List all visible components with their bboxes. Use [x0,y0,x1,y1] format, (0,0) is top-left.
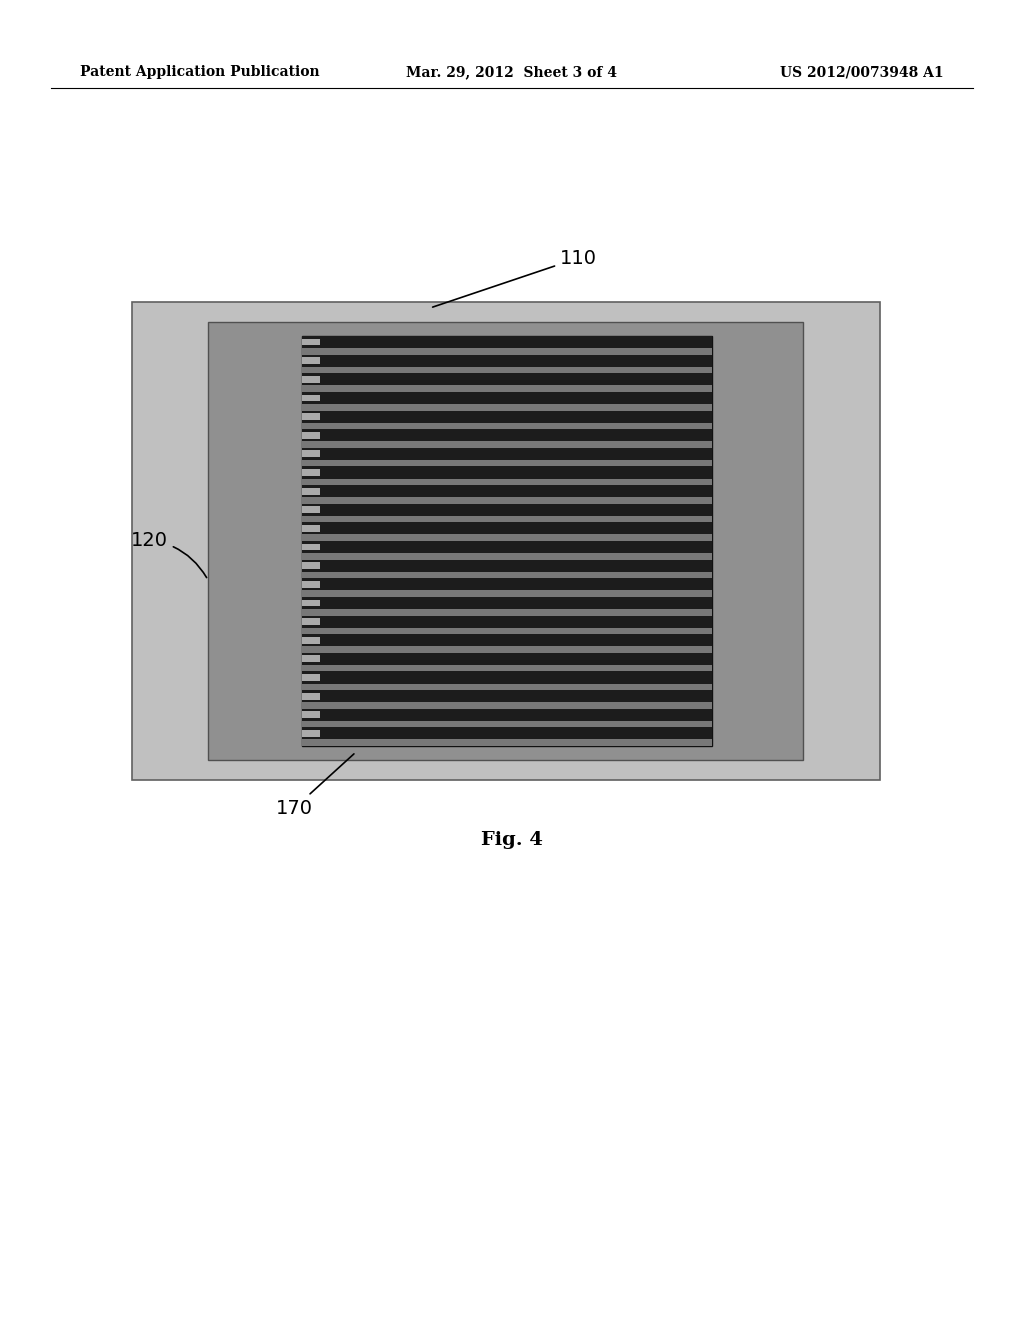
Text: 170: 170 [276,754,354,817]
Bar [302,535,712,541]
Bar [302,459,712,466]
Bar [302,599,319,606]
Bar [302,541,712,553]
Bar [302,590,712,597]
Bar [302,721,712,727]
Bar [302,479,712,484]
Text: 120: 120 [131,531,207,578]
Bar [302,337,712,746]
Bar [302,702,712,709]
Bar [132,302,880,780]
Bar [302,634,712,647]
Bar [302,441,712,447]
Bar [302,647,712,653]
Bar [302,665,712,672]
Bar [302,618,319,624]
Bar [302,507,319,513]
Bar [302,411,712,422]
Bar [302,488,319,495]
Bar [302,450,319,457]
Text: 110: 110 [432,248,597,308]
Bar [302,730,319,737]
Bar [302,709,712,721]
Text: Fig. 4: Fig. 4 [481,832,543,849]
Bar [302,355,712,367]
Bar [302,711,319,718]
Bar [302,672,712,684]
Bar [302,560,712,572]
Text: Mar. 29, 2012  Sheet 3 of 4: Mar. 29, 2012 Sheet 3 of 4 [407,65,617,79]
Bar [302,376,319,383]
Bar [302,597,712,609]
Bar [302,656,319,663]
Bar [302,385,712,392]
Bar [302,484,712,498]
Bar [302,395,319,401]
Bar [302,675,319,681]
Bar [302,636,319,644]
Bar [302,504,712,516]
Bar [302,690,712,702]
Bar [302,404,712,411]
Bar [302,525,319,532]
Bar [302,374,712,385]
Bar [302,609,712,615]
Bar [302,684,712,690]
Bar [302,727,712,739]
Bar [302,498,712,504]
Bar [302,432,319,438]
Bar [302,572,712,578]
Text: US 2012/0073948 A1: US 2012/0073948 A1 [780,65,944,79]
Bar [302,578,712,590]
Bar [302,337,712,348]
Bar [302,562,319,569]
Bar [302,627,712,634]
Bar [302,447,712,459]
Bar [302,413,319,420]
Bar [302,339,319,346]
Bar [302,581,319,587]
Bar [302,516,712,523]
Text: Patent Application Publication: Patent Application Publication [80,65,319,79]
Bar [302,466,712,479]
Bar [302,392,712,404]
Bar [302,553,712,560]
Bar [302,615,712,627]
Bar [208,322,803,760]
Bar [302,469,319,477]
Bar [302,739,712,746]
Bar [302,693,319,700]
Bar [302,422,712,429]
Bar [302,544,319,550]
Bar [302,429,712,441]
Bar [302,348,712,355]
Bar [302,523,712,535]
Bar [302,653,712,665]
Bar [302,367,712,374]
Bar [302,358,319,364]
